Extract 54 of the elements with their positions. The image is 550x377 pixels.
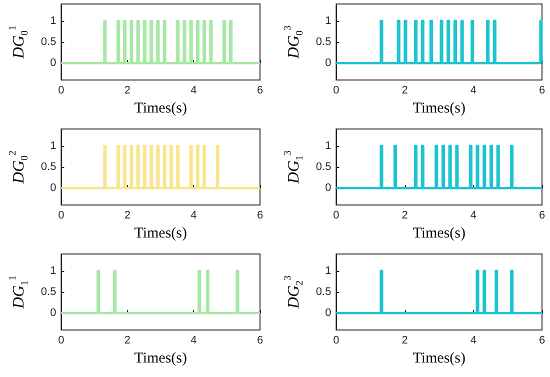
x-tick-label: 6 xyxy=(538,210,546,222)
x-tick-label: 4 xyxy=(190,210,197,222)
y-tick-label: 0 xyxy=(325,57,332,70)
x-tick-label: 0 xyxy=(333,334,340,346)
x-tick-label: 2 xyxy=(124,334,131,346)
y-axis-title: DG02 xyxy=(8,150,30,185)
y-tick-label: 0.5 xyxy=(316,36,332,48)
x-tick-label: 2 xyxy=(402,334,408,346)
x-tick-label: 2 xyxy=(402,84,408,96)
x-tick-label: 0 xyxy=(333,84,340,96)
y-tick-label: 1 xyxy=(325,14,332,27)
x-tick-label: 2 xyxy=(402,210,408,222)
y-tick-label: 0 xyxy=(325,307,332,320)
y-axis-title: DG03 xyxy=(282,25,306,60)
y-axis-title: DG11 xyxy=(8,275,30,310)
y-tick-label: 0.5 xyxy=(316,161,332,173)
x-tick-label: 0 xyxy=(58,210,64,222)
y-tick-label: 0.5 xyxy=(40,286,56,298)
y-tick-label: 1 xyxy=(325,264,332,277)
y-tick-label: 0 xyxy=(50,307,56,320)
x-tick-label: 6 xyxy=(538,334,546,346)
y-tick-label: 0 xyxy=(325,182,332,194)
y-tick-label: 0.5 xyxy=(40,36,56,48)
x-tick-label: 4 xyxy=(190,334,197,346)
x-tick-label: 6 xyxy=(256,210,264,222)
y-tick-label: 1 xyxy=(325,140,332,152)
y-axis-title: DG13 xyxy=(282,150,306,185)
x-tick-label: 6 xyxy=(256,84,264,96)
y-tick-label: 0.5 xyxy=(40,161,56,173)
x-tick-label: 0 xyxy=(58,334,64,346)
x-tick-label: 4 xyxy=(190,84,197,96)
y-axis-title: DG23 xyxy=(282,275,306,310)
x-tick-label: 4 xyxy=(470,210,476,222)
y-tick-label: 1 xyxy=(50,14,56,27)
x-tick-label: 2 xyxy=(124,210,131,222)
y-tick-label: 0 xyxy=(50,182,56,194)
x-tick-label: 0 xyxy=(333,210,340,222)
x-tick-label: 4 xyxy=(470,84,476,96)
y-tick-label: 1 xyxy=(50,140,56,152)
x-axis-title: Times(s) xyxy=(134,100,187,116)
y-tick-label: 0 xyxy=(50,57,56,70)
x-tick-label: 6 xyxy=(538,84,546,96)
y-tick-label: 1 xyxy=(50,264,56,277)
x-axis-title: Times(s) xyxy=(412,225,466,242)
x-axis-title: Times(s) xyxy=(134,350,187,366)
y-tick-label: 0.5 xyxy=(316,286,332,298)
x-axis-title: Times(s) xyxy=(412,350,466,366)
x-tick-label: 6 xyxy=(256,334,264,346)
y-axis-title: DG01 xyxy=(8,25,30,60)
x-tick-label: 4 xyxy=(470,334,476,346)
x-axis-title: Times(s) xyxy=(134,225,187,242)
x-tick-label: 0 xyxy=(58,84,64,96)
x-tick-label: 2 xyxy=(124,84,131,96)
x-axis-title: Times(s) xyxy=(412,100,466,116)
